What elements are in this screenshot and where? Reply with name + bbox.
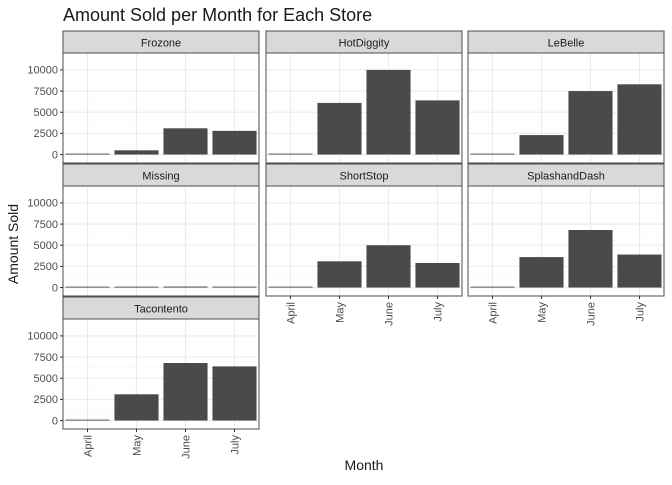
x-tick-label: May: [335, 302, 347, 323]
bar-lebelle-may: [519, 135, 564, 155]
x-tick-label: July: [433, 302, 445, 322]
bar-missing-june: [163, 286, 208, 288]
y-tick-label: 10000: [27, 65, 58, 77]
x-tick-label: June: [586, 302, 598, 326]
facet-panels: Frozone 0 2500 5000 7500 10000 HotDiggity LeBel…: [27, 30, 665, 459]
facet-label: Tacontento: [134, 304, 188, 316]
x-tick-label: April: [286, 302, 298, 324]
y-tick-label: 0: [52, 415, 58, 427]
x-tick-label: June: [181, 435, 193, 459]
y-tick-label: 2500: [34, 394, 58, 406]
y-tick-label: 10000: [27, 198, 58, 210]
facet-splashanddash: SplashandDash April May June July: [467, 163, 665, 326]
facet-strip: [467, 30, 665, 54]
x-tick-label: July: [230, 435, 242, 455]
bar-hotdiggity-june: [366, 69, 411, 155]
bar-tacontento-june: [163, 363, 208, 421]
facet-label: Missing: [142, 171, 179, 183]
bar-lebelle-april: [470, 153, 515, 155]
facet-strip: [467, 163, 665, 187]
bar-splashanddash-july: [617, 254, 662, 288]
bar-lebelle-june: [568, 91, 613, 155]
bar-splashanddash-june: [568, 230, 613, 288]
facet-tacontento: Tacontento 0 2500 5000 7500 10000 April May June…: [27, 296, 260, 459]
y-tick-label: 0: [52, 149, 58, 161]
facet-strip: [265, 163, 463, 187]
facet-hotdiggity: HotDiggity: [265, 30, 463, 164]
x-tick-label: April: [83, 435, 95, 457]
x-tick-label: May: [537, 302, 549, 323]
x-tick-label: June: [384, 302, 396, 326]
facet-lebelle: LeBelle: [467, 30, 665, 164]
y-tick-label: 7500: [34, 86, 58, 98]
facet-label: LeBelle: [548, 38, 585, 50]
x-tick-label: April: [488, 302, 500, 324]
y-tick-label: 2500: [34, 261, 58, 273]
bar-lebelle-july: [617, 84, 662, 155]
bar-frozone-july: [212, 130, 257, 155]
facet-frozone: Frozone 0 2500 5000 7500 10000: [27, 30, 260, 164]
bar-frozone-june: [163, 128, 208, 155]
y-tick-label: 5000: [34, 240, 58, 252]
bar-tacontento-may: [114, 394, 159, 421]
facet-label: SplashandDash: [527, 171, 605, 183]
facet-shortstop: ShortStop April May June July: [265, 163, 463, 326]
bar-hotdiggity-may: [317, 102, 362, 155]
x-axis-label: Month: [345, 457, 384, 473]
bar-hotdiggity-april: [268, 153, 313, 155]
bar-tacontento-april: [65, 419, 110, 421]
bar-frozone-may: [114, 150, 159, 155]
facet-label: Frozone: [141, 38, 181, 50]
bar-shortstop-july: [415, 263, 460, 288]
y-tick-label: 7500: [34, 219, 58, 231]
bar-hotdiggity-july: [415, 100, 460, 155]
facet-strip: [62, 163, 260, 187]
bar-missing-may: [114, 286, 159, 288]
y-tick-label: 7500: [34, 352, 58, 364]
x-tick-label: May: [132, 435, 144, 456]
y-tick-label: 5000: [34, 107, 58, 119]
y-tick-label: 0: [52, 282, 58, 294]
y-tick-label: 2500: [34, 128, 58, 140]
bar-missing-july: [212, 286, 257, 288]
facet-strip: [62, 30, 260, 54]
panel-background: [63, 186, 259, 296]
bar-shortstop-may: [317, 261, 362, 288]
bar-splashanddash-april: [470, 286, 515, 288]
y-axis-label: Amount Sold: [5, 204, 21, 284]
facet-label: HotDiggity: [339, 38, 390, 50]
x-tick-label: July: [635, 302, 647, 322]
bar-tacontento-july: [212, 366, 257, 421]
bar-frozone-april: [65, 153, 110, 155]
bar-missing-april: [65, 286, 110, 288]
facet-strip: [265, 30, 463, 54]
facet-missing: Missing 0 2500 5000 7500 10000: [27, 163, 260, 297]
bar-splashanddash-may: [519, 257, 564, 288]
facet-label: ShortStop: [340, 171, 389, 183]
facet-strip: [62, 296, 260, 320]
y-tick-label: 10000: [27, 331, 58, 343]
bar-shortstop-april: [268, 286, 313, 288]
y-tick-label: 5000: [34, 373, 58, 385]
chart-title: Amount Sold per Month for Each Store: [63, 5, 372, 25]
bar-shortstop-june: [366, 245, 411, 288]
